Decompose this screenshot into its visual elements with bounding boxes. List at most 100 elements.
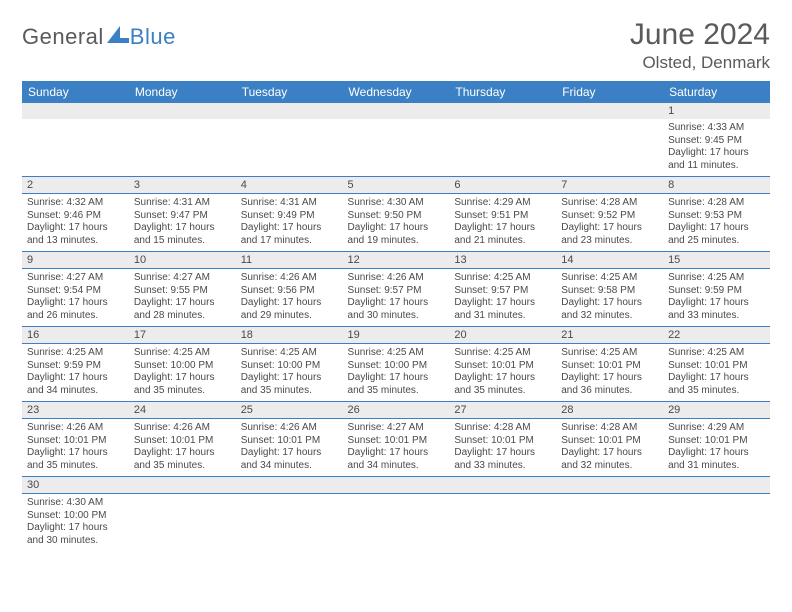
sunrise-line: Sunrise: 4:30 AM [348,197,445,210]
day-cell [449,119,556,177]
sunset-line: Sunset: 10:01 PM [241,435,338,448]
day-number: 19 [343,327,450,344]
daynum-row: 23242526272829 [22,402,770,419]
daylight-line1: Daylight: 17 hours [561,222,658,235]
daylight-line1: Daylight: 17 hours [668,147,765,160]
day-details: Sunrise: 4:30 AMSunset: 10:00 PMDaylight… [27,497,124,547]
sunrise-line: Sunrise: 4:31 AM [241,197,338,210]
brand-logo: General Blue [22,18,176,51]
sunrise-line: Sunrise: 4:28 AM [454,422,551,435]
sunrise-line: Sunrise: 4:27 AM [134,272,231,285]
day-number: 17 [129,327,236,344]
sunset-line: Sunset: 9:59 PM [27,360,124,373]
sunrise-line: Sunrise: 4:25 AM [561,272,658,285]
day-cell: Sunrise: 4:28 AMSunset: 10:01 PMDaylight… [449,419,556,477]
daylight-line2: and 30 minutes. [27,535,124,548]
day-cell: Sunrise: 4:26 AMSunset: 10:01 PMDaylight… [129,419,236,477]
daynum-row: 16171819202122 [22,327,770,344]
sunrise-line: Sunrise: 4:30 AM [27,497,124,510]
title-block: June 2024 Olsted, Denmark [630,18,770,73]
daylight-line2: and 15 minutes. [134,235,231,248]
daylight-line2: and 35 minutes. [668,385,765,398]
daylight-line2: and 31 minutes. [668,460,765,473]
day-cell [449,494,556,552]
daylight-line2: and 35 minutes. [134,460,231,473]
daylight-line2: and 33 minutes. [668,310,765,323]
day-cell: Sunrise: 4:27 AMSunset: 9:55 PMDaylight:… [129,269,236,327]
daylight-line1: Daylight: 17 hours [241,372,338,385]
sunset-line: Sunset: 10:01 PM [27,435,124,448]
week-row: Sunrise: 4:30 AMSunset: 10:00 PMDaylight… [22,494,770,552]
week-row: Sunrise: 4:33 AMSunset: 9:45 PMDaylight:… [22,119,770,177]
daylight-line1: Daylight: 17 hours [27,297,124,310]
sunrise-line: Sunrise: 4:28 AM [668,197,765,210]
daylight-line1: Daylight: 17 hours [134,297,231,310]
daylight-line1: Daylight: 17 hours [27,222,124,235]
day-cell [129,494,236,552]
daylight-line1: Daylight: 17 hours [668,297,765,310]
daylight-line2: and 17 minutes. [241,235,338,248]
day-details: Sunrise: 4:30 AMSunset: 9:50 PMDaylight:… [348,197,445,247]
daylight-line2: and 26 minutes. [27,310,124,323]
day-details: Sunrise: 4:28 AMSunset: 10:01 PMDaylight… [454,422,551,472]
daylight-line2: and 32 minutes. [561,310,658,323]
day-cell: Sunrise: 4:32 AMSunset: 9:46 PMDaylight:… [22,194,129,252]
daylight-line1: Daylight: 17 hours [241,447,338,460]
daylight-line1: Daylight: 17 hours [454,297,551,310]
week-row: Sunrise: 4:27 AMSunset: 9:54 PMDaylight:… [22,269,770,327]
daylight-line2: and 29 minutes. [241,310,338,323]
day-number: 25 [236,402,343,419]
daylight-line2: and 30 minutes. [348,310,445,323]
day-number: 23 [22,402,129,419]
day-details: Sunrise: 4:25 AMSunset: 10:01 PMDaylight… [454,347,551,397]
day-number: 16 [22,327,129,344]
sunrise-line: Sunrise: 4:25 AM [561,347,658,360]
day-cell: Sunrise: 4:27 AMSunset: 10:01 PMDaylight… [343,419,450,477]
sunset-line: Sunset: 10:01 PM [561,360,658,373]
day-cell [343,119,450,177]
day-cell [22,119,129,177]
sunset-line: Sunset: 9:54 PM [27,285,124,298]
day-number: 14 [556,252,663,269]
day-number: 11 [236,252,343,269]
day-cell [556,119,663,177]
sunset-line: Sunset: 9:57 PM [454,285,551,298]
day-number: 30 [22,477,129,494]
sunset-line: Sunset: 10:01 PM [668,360,765,373]
day-cell: Sunrise: 4:29 AMSunset: 10:01 PMDaylight… [663,419,770,477]
sunset-line: Sunset: 9:53 PM [668,210,765,223]
daylight-line1: Daylight: 17 hours [348,297,445,310]
sunset-line: Sunset: 10:00 PM [134,360,231,373]
day-cell: Sunrise: 4:26 AMSunset: 9:57 PMDaylight:… [343,269,450,327]
sunset-line: Sunset: 9:49 PM [241,210,338,223]
page: General Blue June 2024 Olsted, Denmark S… [0,0,792,569]
day-cell: Sunrise: 4:25 AMSunset: 9:58 PMDaylight:… [556,269,663,327]
day-number [556,477,663,494]
day-cell: Sunrise: 4:25 AMSunset: 10:01 PMDaylight… [449,344,556,402]
sunrise-line: Sunrise: 4:25 AM [134,347,231,360]
day-details: Sunrise: 4:28 AMSunset: 9:52 PMDaylight:… [561,197,658,247]
daylight-line1: Daylight: 17 hours [134,447,231,460]
daylight-line2: and 35 minutes. [134,385,231,398]
calendar-table: Sunday Monday Tuesday Wednesday Thursday… [22,81,770,551]
day-details: Sunrise: 4:26 AMSunset: 10:01 PMDaylight… [27,422,124,472]
day-details: Sunrise: 4:27 AMSunset: 9:54 PMDaylight:… [27,272,124,322]
daylight-line2: and 31 minutes. [454,310,551,323]
day-cell: Sunrise: 4:31 AMSunset: 9:49 PMDaylight:… [236,194,343,252]
daylight-line2: and 13 minutes. [27,235,124,248]
day-details: Sunrise: 4:25 AMSunset: 9:57 PMDaylight:… [454,272,551,322]
day-cell: Sunrise: 4:25 AMSunset: 9:59 PMDaylight:… [663,269,770,327]
header: General Blue June 2024 Olsted, Denmark [22,18,770,73]
daylight-line2: and 34 minutes. [241,460,338,473]
day-details: Sunrise: 4:26 AMSunset: 10:01 PMDaylight… [241,422,338,472]
daylight-line2: and 25 minutes. [668,235,765,248]
day-details: Sunrise: 4:29 AMSunset: 10:01 PMDaylight… [668,422,765,472]
daylight-line2: and 34 minutes. [348,460,445,473]
day-number [129,477,236,494]
day-number: 6 [449,177,556,194]
sunrise-line: Sunrise: 4:25 AM [454,272,551,285]
sunrise-line: Sunrise: 4:26 AM [134,422,231,435]
dow-mon: Monday [129,81,236,103]
day-cell: Sunrise: 4:33 AMSunset: 9:45 PMDaylight:… [663,119,770,177]
sunrise-line: Sunrise: 4:33 AM [668,122,765,135]
